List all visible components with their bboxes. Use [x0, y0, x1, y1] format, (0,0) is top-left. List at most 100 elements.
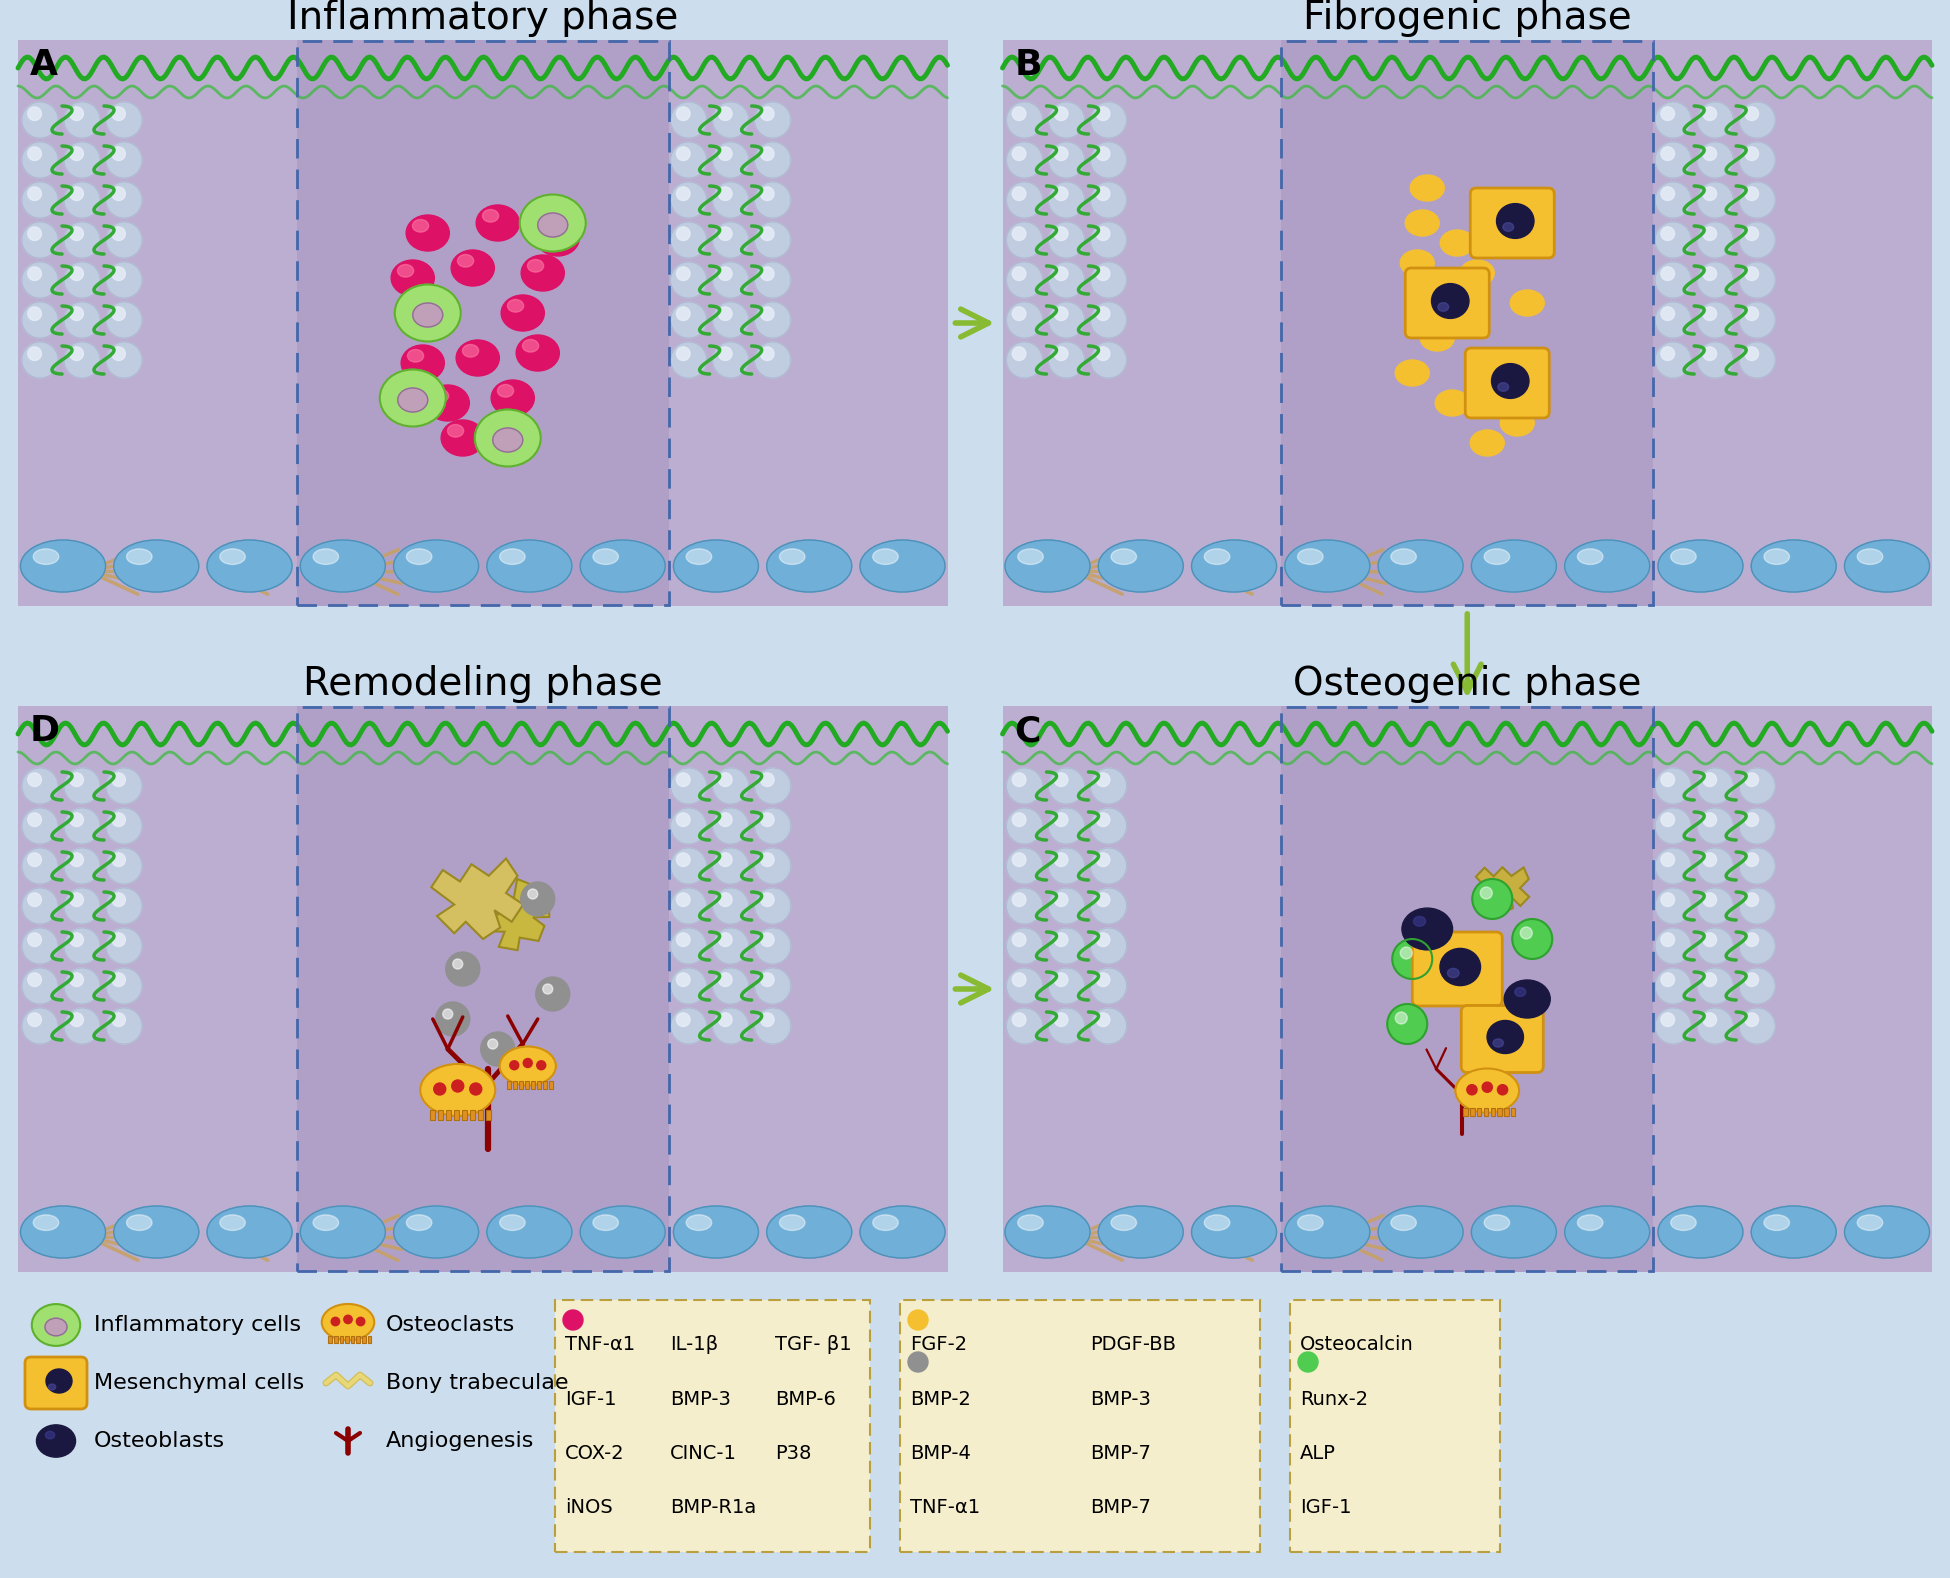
Circle shape — [1090, 222, 1127, 257]
Circle shape — [1012, 1013, 1026, 1027]
Ellipse shape — [406, 215, 448, 251]
Circle shape — [1702, 974, 1716, 986]
Circle shape — [712, 301, 749, 338]
Circle shape — [64, 768, 99, 805]
Ellipse shape — [113, 1206, 199, 1258]
Ellipse shape — [398, 265, 413, 278]
Circle shape — [1299, 1352, 1318, 1371]
Circle shape — [760, 933, 774, 947]
Bar — [1470, 1108, 1474, 1116]
Circle shape — [1656, 222, 1691, 257]
Circle shape — [1049, 1008, 1084, 1045]
Circle shape — [21, 967, 58, 1004]
Circle shape — [1739, 928, 1775, 964]
Circle shape — [718, 347, 731, 360]
Text: TGF- β1: TGF- β1 — [774, 1335, 852, 1354]
Circle shape — [27, 147, 41, 161]
Circle shape — [1090, 301, 1127, 338]
Bar — [548, 1081, 552, 1089]
Circle shape — [21, 103, 58, 137]
Circle shape — [1012, 852, 1026, 866]
Ellipse shape — [673, 1206, 759, 1258]
Circle shape — [1745, 933, 1759, 947]
Circle shape — [677, 227, 690, 240]
Circle shape — [1055, 147, 1069, 161]
Circle shape — [671, 103, 706, 137]
Ellipse shape — [488, 1206, 571, 1258]
Circle shape — [1090, 1008, 1127, 1045]
PathPatch shape — [1476, 868, 1529, 914]
Circle shape — [1090, 928, 1127, 964]
Circle shape — [755, 888, 790, 925]
Circle shape — [64, 1008, 99, 1045]
Circle shape — [1745, 186, 1759, 200]
Bar — [486, 1109, 491, 1120]
Circle shape — [718, 227, 731, 240]
Bar — [462, 1109, 466, 1120]
Text: Fibrogenic phase: Fibrogenic phase — [1303, 0, 1632, 36]
Circle shape — [1012, 306, 1026, 320]
Circle shape — [64, 301, 99, 338]
Ellipse shape — [780, 1215, 805, 1231]
Circle shape — [760, 186, 774, 200]
Circle shape — [755, 181, 790, 218]
Circle shape — [542, 985, 552, 994]
Circle shape — [1656, 103, 1691, 137]
Circle shape — [64, 888, 99, 925]
Circle shape — [64, 808, 99, 844]
Circle shape — [718, 267, 731, 281]
Circle shape — [677, 813, 690, 827]
Circle shape — [111, 933, 125, 947]
Ellipse shape — [1285, 1206, 1369, 1258]
Ellipse shape — [1410, 175, 1445, 200]
Bar — [536, 1081, 540, 1089]
Circle shape — [105, 888, 142, 925]
Circle shape — [64, 181, 99, 218]
Ellipse shape — [1494, 1038, 1503, 1048]
Circle shape — [1656, 301, 1691, 338]
Ellipse shape — [1437, 303, 1449, 311]
Ellipse shape — [1484, 1215, 1509, 1231]
Ellipse shape — [220, 549, 246, 565]
Circle shape — [1055, 974, 1069, 986]
Circle shape — [509, 1060, 519, 1070]
Circle shape — [21, 301, 58, 338]
Ellipse shape — [581, 540, 665, 592]
Ellipse shape — [1509, 290, 1544, 316]
Circle shape — [1702, 773, 1716, 786]
Circle shape — [105, 928, 142, 964]
Circle shape — [755, 142, 790, 178]
Bar — [1281, 707, 1654, 1270]
Circle shape — [1656, 888, 1691, 925]
Ellipse shape — [1205, 549, 1230, 565]
Bar — [345, 1337, 349, 1343]
Ellipse shape — [593, 1215, 618, 1231]
Circle shape — [1696, 928, 1734, 964]
Circle shape — [671, 142, 706, 178]
Ellipse shape — [300, 540, 386, 592]
Text: B: B — [1014, 47, 1041, 82]
Circle shape — [27, 893, 41, 906]
Circle shape — [1745, 306, 1759, 320]
Ellipse shape — [406, 1215, 431, 1231]
Circle shape — [70, 186, 84, 200]
Circle shape — [1055, 773, 1069, 786]
Text: BMP-3: BMP-3 — [1090, 1390, 1150, 1409]
Circle shape — [1096, 147, 1110, 161]
Circle shape — [1745, 813, 1759, 827]
Ellipse shape — [1447, 969, 1459, 978]
Circle shape — [671, 888, 706, 925]
Circle shape — [1498, 1084, 1507, 1095]
Circle shape — [536, 1060, 546, 1070]
Text: IGF-1: IGF-1 — [566, 1390, 616, 1409]
Circle shape — [677, 773, 690, 786]
Circle shape — [1696, 768, 1734, 805]
Circle shape — [70, 147, 84, 161]
Circle shape — [27, 186, 41, 200]
Circle shape — [111, 893, 125, 906]
Circle shape — [712, 1008, 749, 1045]
Circle shape — [1006, 847, 1043, 884]
Circle shape — [111, 852, 125, 866]
Bar — [351, 1337, 355, 1343]
Circle shape — [27, 227, 41, 240]
